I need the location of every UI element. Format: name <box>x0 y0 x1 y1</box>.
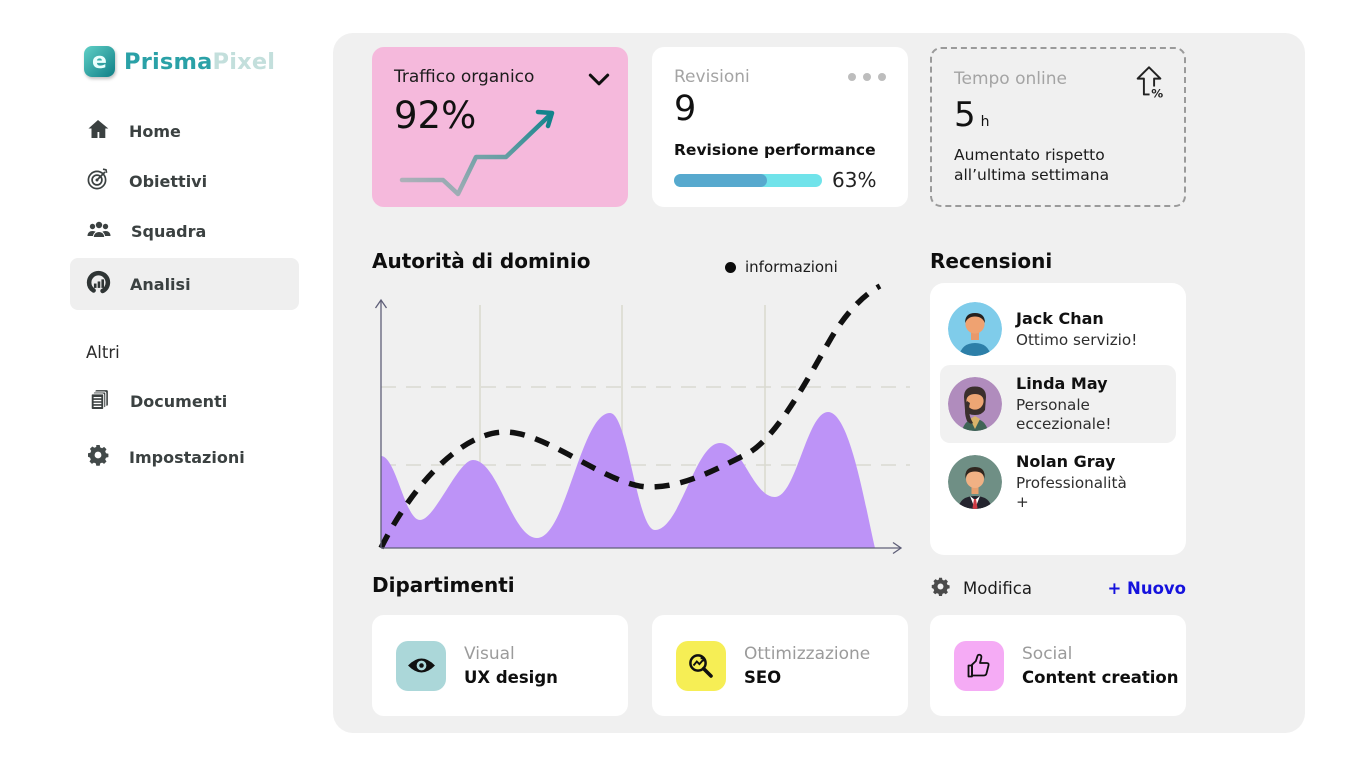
department-card-content-creation[interactable]: Social Content creation <box>930 615 1186 716</box>
review-name: Nolan Gray <box>1016 452 1116 471</box>
eye-icon <box>396 640 446 691</box>
progress-bar-fill <box>674 173 768 187</box>
team-icon <box>86 217 112 245</box>
gear-icon <box>86 443 110 471</box>
avatar-jack-chan <box>948 302 1002 356</box>
review-text: Ottimo servizio! <box>1016 330 1138 349</box>
stat-card-traffico-organico: Traffico organico 92% <box>372 47 628 207</box>
stat-card-unit: h <box>980 114 990 130</box>
review-list-item[interactable]: Linda May Personale eccezionale! <box>940 365 1176 443</box>
svg-text:%: % <box>1151 86 1163 99</box>
sidebar-item-label: Squadra <box>131 221 207 241</box>
stat-card-title: Traffico organico <box>394 67 535 87</box>
department-category: Visual <box>464 644 515 664</box>
sidebar-item-squadra[interactable]: Squadra <box>70 205 299 257</box>
sidebar-item-label: Home <box>129 121 181 141</box>
sidebar-item-label: Analisi <box>130 274 191 294</box>
sidebar-item-obiettivi[interactable]: Obiettivi <box>70 155 299 207</box>
review-list-item[interactable]: Nolan Gray Professionalità + <box>940 443 1176 521</box>
analytics-icon <box>86 270 111 299</box>
gear-icon <box>930 576 951 601</box>
progress-label: 63% <box>832 168 877 192</box>
sidebar: e PrismaPixel Home Obiettivi Squ <box>0 0 332 768</box>
edit-button-label: Modifica <box>963 579 1032 598</box>
department-category: Social <box>1022 644 1073 664</box>
sidebar-item-label: Obiettivi <box>129 171 208 191</box>
progress-bar <box>674 173 822 187</box>
kebab-dots-icon[interactable] <box>848 69 886 85</box>
review-name: Jack Chan <box>1016 308 1104 328</box>
department-category: Ottimizzazione <box>744 644 871 664</box>
area-series <box>381 412 875 548</box>
brand-logo-icon: e <box>84 46 115 77</box>
review-name: Linda May <box>1016 374 1108 393</box>
seo-search-icon <box>676 640 726 691</box>
stat-card-description: Aumentato rispetto all’ultima settimana <box>954 146 1110 185</box>
stat-card-value: 5 <box>954 95 976 135</box>
chevron-down-icon[interactable] <box>588 71 610 90</box>
review-text: Personale eccezionale! <box>1016 396 1112 433</box>
department-card-seo[interactable]: Ottimizzazione SEO <box>652 615 908 716</box>
chart-title: Autorità di dominio <box>372 249 591 273</box>
sidebar-item-home[interactable]: Home <box>70 105 299 157</box>
target-icon <box>86 167 110 195</box>
legend-label: informazioni <box>745 258 838 276</box>
stat-card-title: Tempo online <box>954 69 1067 89</box>
stat-card-tempo-online: Tempo online % 5 h Aumentato rispetto al… <box>930 47 1186 207</box>
reviews-card: Jack Chan Ottimo servizio! Linda May <box>930 283 1186 555</box>
department-card-ux-design[interactable]: Visual UX design <box>372 615 628 716</box>
avatar-linda-may <box>948 377 1002 431</box>
department-name: UX design <box>464 668 558 687</box>
dashed-line-series <box>378 283 882 550</box>
edit-button[interactable]: Modifica <box>930 576 1032 601</box>
department-name: SEO <box>744 668 782 687</box>
brand-name-secondary: Pixel <box>212 48 276 75</box>
thumbs-up-icon <box>954 640 1004 691</box>
avatar-nolan-gray <box>948 455 1002 509</box>
review-list-item[interactable]: Jack Chan Ottimo servizio! <box>940 293 1176 365</box>
department-name: Content creation <box>1022 668 1179 687</box>
new-button[interactable]: + Nuovo <box>1107 579 1186 598</box>
arrow-up-percent-icon: % <box>1134 65 1164 103</box>
reviews-actions: Modifica + Nuovo <box>930 576 1186 601</box>
domain-authority-chart <box>368 278 913 568</box>
sidebar-item-label: Impostazioni <box>129 447 245 467</box>
sidebar-item-documenti[interactable]: Documenti <box>70 375 299 427</box>
review-text: Professionalità + <box>1016 474 1127 511</box>
home-icon <box>86 117 110 145</box>
main-panel: Traffico organico 92% Revisioni 9 Revisi… <box>333 33 1305 733</box>
sidebar-section-label: Altri <box>86 343 120 362</box>
sidebar-item-label: Documenti <box>130 391 228 411</box>
stat-card-revisioni: Revisioni 9 Revisione performance 63% <box>652 47 908 207</box>
stat-card-title: Revisioni <box>674 67 750 87</box>
brand-name-primary: Prisma <box>124 48 213 75</box>
chart-legend: informazioni <box>725 258 838 276</box>
documents-icon <box>86 387 111 416</box>
reviews-title: Recensioni <box>930 249 1053 273</box>
brand-name: PrismaPixel <box>124 49 275 75</box>
stat-card-value: 92% <box>394 94 477 137</box>
legend-dot-icon <box>725 261 736 273</box>
stat-card-subtitle: Revisione performance <box>674 141 876 159</box>
stat-card-value: 9 <box>674 89 697 129</box>
departments-title: Dipartimenti <box>372 573 515 597</box>
brand-logo[interactable]: e PrismaPixel <box>84 46 275 77</box>
trend-up-arrow <box>388 102 588 202</box>
sidebar-item-impostazioni[interactable]: Impostazioni <box>70 431 299 483</box>
sidebar-item-analisi[interactable]: Analisi <box>70 258 299 310</box>
